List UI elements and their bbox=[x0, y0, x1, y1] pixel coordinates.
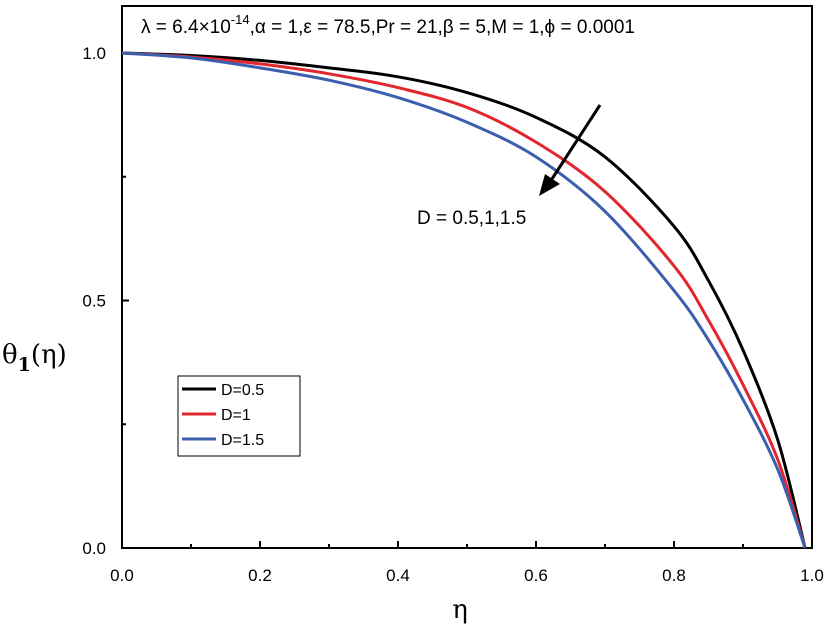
legend-label: D=1.5 bbox=[221, 432, 264, 449]
x-axis: 0.0 0.2 0.4 0.6 0.8 1.0 bbox=[110, 541, 824, 585]
parameter-lambda: λ = 6.4×10 bbox=[141, 17, 231, 38]
series-line bbox=[121, 51, 807, 549]
x-tick-label: 0.4 bbox=[386, 566, 410, 585]
series-line bbox=[121, 51, 807, 549]
x-tick-label: 0.6 bbox=[524, 566, 548, 585]
plot-frame bbox=[121, 5, 813, 549]
y-axis: 0.0 0.5 1.0 bbox=[82, 44, 129, 558]
parameter-lambda-exponent: -14 bbox=[231, 12, 250, 27]
x-tick-label: 0.2 bbox=[248, 566, 272, 585]
y-axis-title-main: θ bbox=[2, 340, 18, 370]
legend-label: D=1 bbox=[221, 407, 251, 424]
series-line bbox=[121, 51, 807, 549]
series-group bbox=[121, 51, 807, 549]
x-axis-title: η bbox=[452, 595, 468, 625]
x-tick-label: 1.0 bbox=[800, 566, 824, 585]
x-tick-label: 0.8 bbox=[662, 566, 686, 585]
y-axis-title-subscript: 1 bbox=[18, 354, 31, 376]
y-tick-label: 0.0 bbox=[82, 539, 106, 558]
annotation-label: D = 0.5,1,1.5 bbox=[417, 208, 526, 229]
parameter-rest: ,α = 1,ε = 78.5,Pr = 21,β = 5,M = 1,ϕ = … bbox=[250, 17, 635, 38]
y-tick-label: 1.0 bbox=[82, 44, 106, 63]
y-axis-title: θ1(η) bbox=[2, 340, 67, 376]
y-tick-label: 0.5 bbox=[82, 292, 106, 311]
x-tick-label: 0.0 bbox=[110, 566, 134, 585]
annotation-arrow bbox=[539, 104, 602, 196]
legend: D=0.5 D=1 D=1.5 bbox=[177, 375, 301, 457]
parameter-header: λ = 6.4×10-14,α = 1,ε = 78.5,Pr = 21,β =… bbox=[141, 12, 635, 38]
legend-label: D=0.5 bbox=[221, 382, 264, 399]
y-axis-title-tail: (η) bbox=[31, 340, 67, 370]
